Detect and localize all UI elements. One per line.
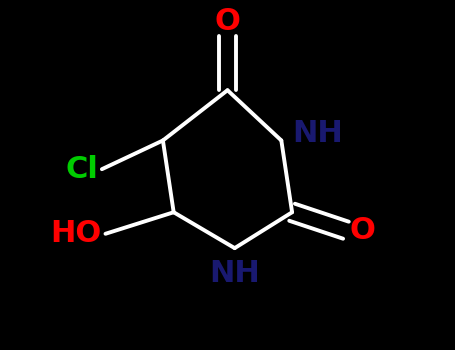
Text: NH: NH bbox=[292, 119, 343, 148]
Text: NH: NH bbox=[209, 259, 260, 288]
Text: O: O bbox=[349, 216, 375, 245]
Text: O: O bbox=[215, 7, 240, 36]
Text: Cl: Cl bbox=[66, 155, 98, 184]
Text: HO: HO bbox=[51, 219, 102, 248]
